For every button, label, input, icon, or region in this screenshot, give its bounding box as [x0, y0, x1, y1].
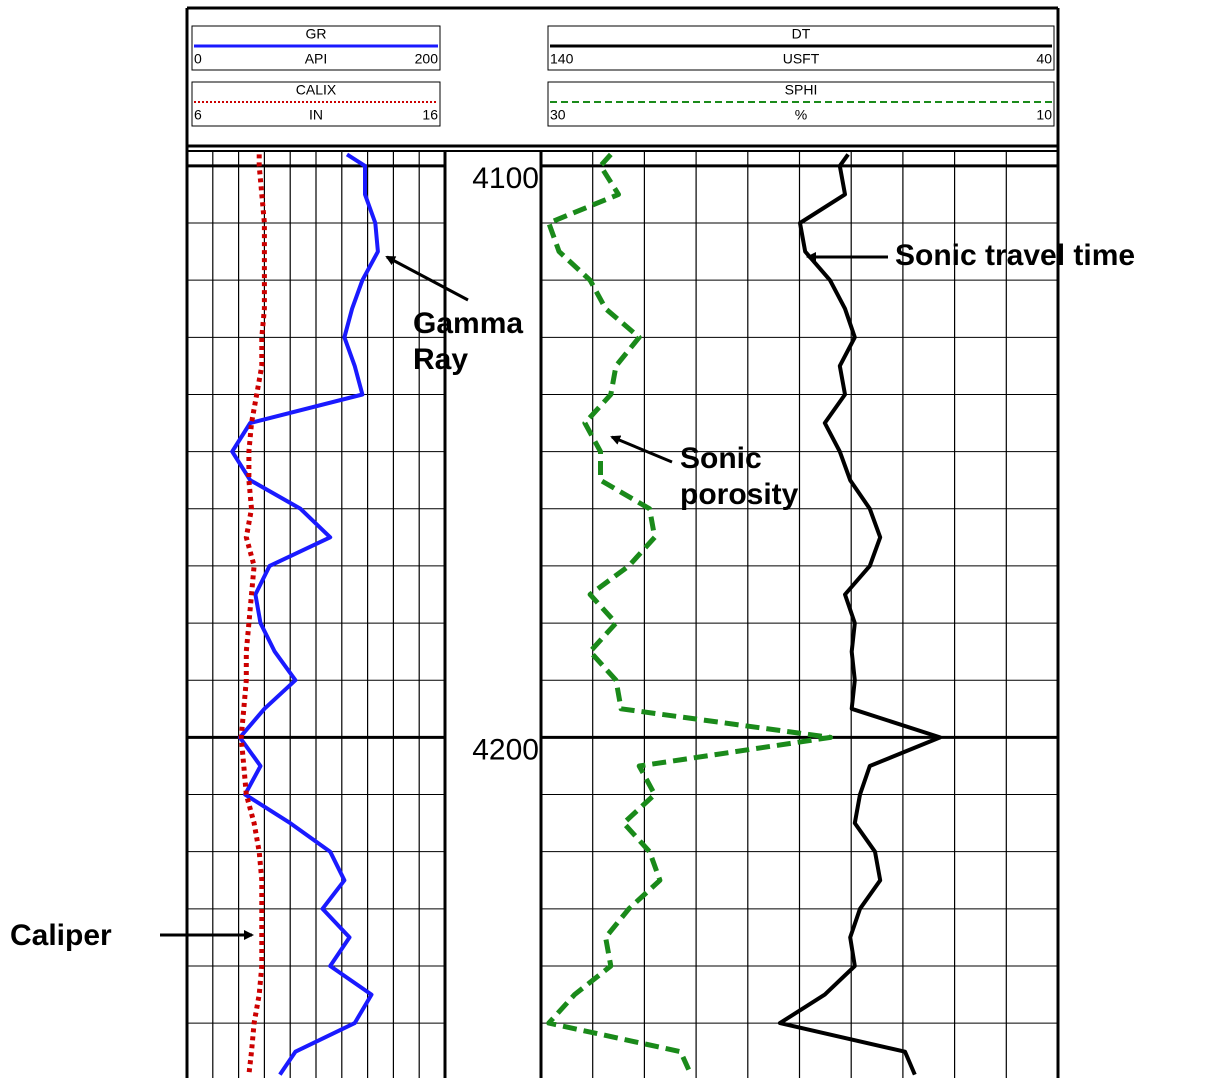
log-curve — [546, 152, 833, 1076]
scale-left: 30 — [550, 107, 566, 123]
annotation: Caliper — [10, 919, 112, 952]
log-curve — [230, 152, 380, 1076]
legend-name: DT — [792, 26, 811, 42]
depth-label: 4100 — [472, 162, 539, 195]
log-curve — [238, 154, 267, 1075]
frame — [185, 6, 1060, 1078]
annotation-arrow — [385, 255, 469, 302]
unit: USFT — [783, 51, 820, 67]
unit: IN — [309, 107, 323, 123]
annotation: Ray — [413, 343, 468, 376]
scale-right: 16 — [422, 107, 438, 123]
legend-box — [547, 81, 1055, 127]
scale-right: 10 — [1036, 107, 1052, 123]
legend-box — [191, 81, 441, 127]
log-curve — [777, 153, 943, 1076]
scale-left: 140 — [550, 51, 574, 67]
annotation: porosity — [680, 478, 799, 511]
legend-name: GR — [306, 26, 327, 42]
legend-name: CALIX — [296, 82, 337, 98]
annotation: Sonic — [680, 442, 762, 475]
scale-right: 40 — [1036, 51, 1052, 67]
scale-left: 6 — [194, 107, 202, 123]
scale-right: 200 — [415, 51, 439, 67]
legend-name: SPHI — [785, 82, 818, 98]
annotation: Gamma — [413, 307, 523, 340]
scale-left: 0 — [194, 51, 202, 67]
unit: API — [305, 51, 328, 67]
depth-label: 4200 — [472, 733, 539, 766]
legend-box — [191, 25, 441, 71]
legend-box — [547, 25, 1055, 71]
unit: % — [795, 107, 807, 123]
annotation-arrow — [610, 435, 673, 464]
annotation: Sonic travel time — [895, 239, 1135, 272]
grid — [187, 151, 1058, 1078]
